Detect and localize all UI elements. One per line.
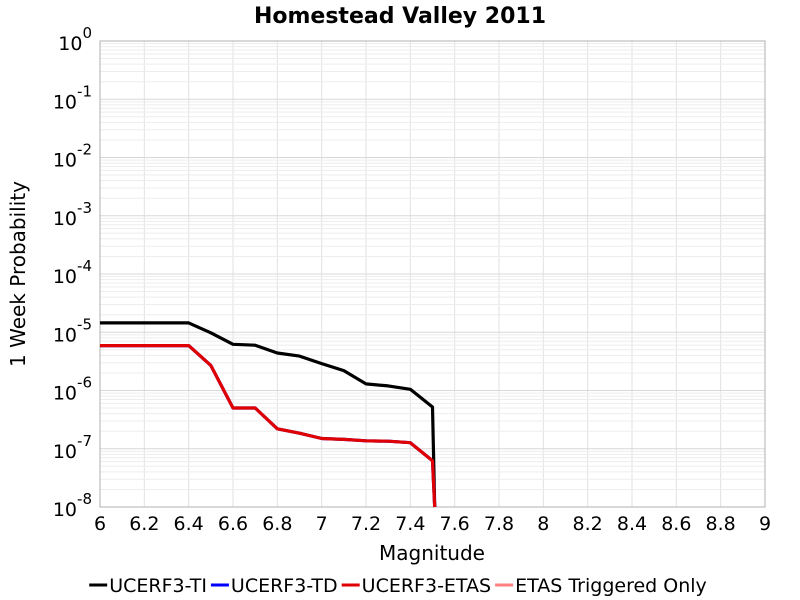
- y-tick-label: 10-3: [53, 199, 92, 230]
- grid: [99, 41, 766, 508]
- y-axis-label: 1 Week Probability: [6, 181, 30, 367]
- plot-area: [99, 40, 766, 508]
- x-tick-label: 6.2: [129, 513, 159, 535]
- y-tick-label: 10-7: [53, 432, 92, 463]
- x-tick-label: 8: [537, 513, 549, 535]
- x-tick-label: 6.6: [218, 513, 248, 535]
- x-tick-label: 7.2: [351, 513, 381, 535]
- y-tick-label: 10-4: [53, 257, 92, 288]
- y-tick-label: 100: [58, 24, 92, 55]
- x-tick-label: 7: [316, 513, 328, 535]
- legend-label: UCERF3-TI: [109, 575, 207, 597]
- legend: UCERF3-TI UCERF3-TD UCERF3-ETAS ETAS Trigge…: [89, 575, 707, 597]
- series-line-ucerf3-ti: [100, 321, 437, 508]
- legend-label: UCERF3-TD: [231, 575, 338, 597]
- y-tick-label: 10-8: [53, 490, 92, 521]
- series-line-ucerf3-td: [100, 344, 437, 508]
- x-tick-label: 7.6: [440, 513, 470, 535]
- x-tick-label: 7.4: [395, 513, 425, 535]
- x-tick-label: 8.2: [573, 513, 603, 535]
- x-axis-label: Magnitude: [379, 541, 485, 565]
- x-tick-label: 9: [759, 513, 771, 535]
- x-tick-label: 8.8: [706, 513, 736, 535]
- x-tick-label: 6: [94, 513, 106, 535]
- x-tick-label: 8.6: [661, 513, 691, 535]
- legend-item: UCERF3-ETAS: [341, 575, 491, 597]
- legend-item: UCERF3-TI: [89, 575, 207, 597]
- x-axis-ticks: 6 6.2 6.4 6.6 6.8 7 7.2 7.4 7.6 7.8 8 8.2 8.4 8.6 8.8 9: [94, 513, 771, 535]
- y-tick-label: 10-5: [53, 315, 92, 346]
- x-tick-label: 6.4: [174, 513, 204, 535]
- legend-item: UCERF3-TD: [210, 575, 338, 597]
- series-line-ucerf3-etas: [100, 344, 437, 508]
- legend-label: UCERF3-ETAS: [362, 575, 491, 597]
- y-tick-label: 10-1: [53, 82, 92, 113]
- y-tick-label: 10-2: [53, 141, 92, 172]
- y-axis-ticks: 100 10-1 10-2 10-3 10-4 10-5 10-6 10-7 10-8: [53, 24, 92, 521]
- x-tick-label: 6.8: [262, 513, 292, 535]
- series-layer: [100, 321, 437, 508]
- y-tick-label: 10-6: [53, 374, 92, 405]
- x-tick-label: 8.4: [617, 513, 647, 535]
- legend-item: ETAS Triggered Only: [495, 575, 707, 597]
- x-tick-label: 7.8: [484, 513, 514, 535]
- chart-title: Homestead Valley 2011: [254, 4, 546, 29]
- legend-label: ETAS Triggered Only: [515, 575, 707, 597]
